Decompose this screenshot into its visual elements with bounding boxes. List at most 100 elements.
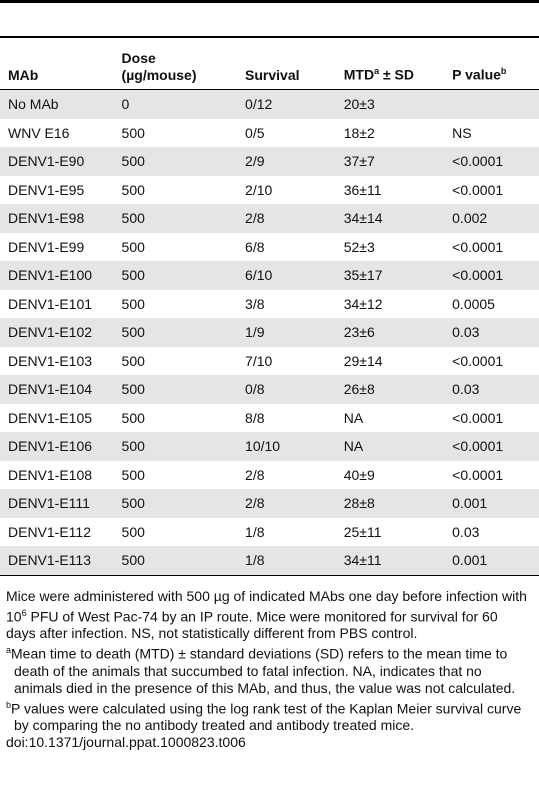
- table-cell: <0.0001: [452, 352, 504, 369]
- table-row: WNV E16 500 0/5 18±2 NS: [0, 119, 539, 148]
- header-row: MAb Dose (µg/mouse) Survival MTDa ± SD P valu…: [0, 42, 539, 90]
- table-cell: 2/9: [237, 147, 336, 176]
- table-row: DENV1-E108 500 2/8 40±9 <0.0001: [0, 461, 539, 490]
- table-cell: 52±3: [343, 238, 375, 255]
- table-cell: 8/8: [245, 409, 265, 426]
- table-cell: 500: [121, 181, 145, 198]
- table-cell: 500: [113, 318, 238, 347]
- table-cell: DENV1-E100: [0, 261, 114, 290]
- table-cell: 0.03: [444, 318, 539, 347]
- table-cell: DENV1-E106: [0, 432, 114, 461]
- table-cell: 500: [113, 546, 238, 576]
- table-cell: 6/8: [245, 238, 265, 255]
- table-cell: 23±6: [335, 318, 445, 347]
- table-cell: 0: [113, 89, 238, 119]
- table-cell: DENV1-E102: [0, 318, 114, 347]
- header-sup: b: [500, 66, 507, 77]
- table-cell: 500: [113, 432, 238, 461]
- header-text: MTD: [343, 67, 375, 83]
- table-cell: No MAb: [0, 89, 114, 119]
- table-cell: 500: [121, 295, 145, 312]
- table-cell: 25±11: [343, 523, 382, 540]
- table-row: DENV1-E103 500 7/10 29±14 <0.0001: [0, 347, 539, 376]
- header-text: P value: [452, 67, 501, 83]
- footnote-text: Mean time to death (MTD) ± standard devi…: [11, 645, 516, 696]
- table-cell: 0.001: [444, 546, 539, 576]
- table-cell: 3/8: [245, 295, 265, 312]
- table-cell: DENV1-E113: [0, 546, 114, 576]
- table-cell: 34±11: [335, 546, 445, 576]
- table-cell: DENV1-E105: [8, 409, 93, 426]
- table-row: DENV1-E100 500 6/10 35±17 <0.0001: [0, 261, 539, 290]
- table-cell: 7/10: [245, 352, 273, 369]
- table-cell: 20±3: [335, 89, 445, 119]
- table-row: DENV1-E105 500 8/8 NA <0.0001: [0, 404, 539, 433]
- footnote-text: PFU of West Pac-74 by an IP route. Mice …: [6, 608, 498, 642]
- table-cell: 28±8: [335, 489, 445, 518]
- table-cell: DENV1-E99: [8, 238, 85, 255]
- table-row: DENV1-E106 500 10/10 NA <0.0001: [0, 432, 539, 461]
- table-cell: 500: [113, 489, 238, 518]
- table-cell: DENV1-E103: [8, 352, 93, 369]
- footnote-text: P values were calculated using the log r…: [11, 700, 522, 734]
- table-row: DENV1-E104 500 0/8 26±8 0.03: [0, 375, 539, 404]
- table-cell: 36±11: [343, 181, 382, 198]
- table-cell: <0.0001: [444, 261, 539, 290]
- footnote: aMean time to death (MTD) ± standard dev…: [6, 642, 529, 697]
- table-row: DENV1-E102 500 1/9 23±6 0.03: [0, 318, 539, 347]
- table-cell: <0.0001: [444, 432, 539, 461]
- table-cell: <0.0001: [444, 147, 539, 176]
- table-cell: 500: [121, 352, 145, 369]
- table-cell: 0/8: [237, 375, 336, 404]
- table-cell: DENV1-E108: [8, 466, 93, 483]
- title-band: [0, 0, 539, 38]
- table-cell: 1/9: [237, 318, 336, 347]
- table-row: DENV1-E99 500 6/8 52±3 <0.0001: [0, 233, 539, 262]
- header-line: (µg/mouse): [121, 67, 197, 83]
- table-cell: 40±9: [343, 466, 375, 483]
- header-line: Dose: [121, 50, 156, 66]
- footnote-mark: a: [6, 645, 12, 656]
- footnote-sup: 6: [21, 607, 27, 618]
- table-cell: DENV1-E98: [0, 204, 114, 233]
- table-cell: 0.03: [444, 375, 539, 404]
- table-row: No MAb 0 0/12 20±3: [0, 89, 539, 119]
- table-row: DENV1-E101 500 3/8 34±12 0.0005: [0, 290, 539, 319]
- column-header: MAb: [0, 42, 114, 90]
- table-cell: DENV1-E101: [8, 295, 93, 312]
- table-row: DENV1-E90 500 2/9 37±7 <0.0001: [0, 147, 539, 176]
- table-cell: 500: [113, 261, 238, 290]
- table-cell: 0.002: [444, 204, 539, 233]
- header-sup: a: [374, 66, 380, 77]
- table-cell: <0.0001: [452, 466, 504, 483]
- table-cell: 37±7: [335, 147, 445, 176]
- footnote: bP values were calculated using the log …: [6, 697, 529, 735]
- table-cell: 18±2: [343, 124, 375, 141]
- table-cell: DENV1-E95: [8, 181, 85, 198]
- table-cell: 2/8: [237, 489, 336, 518]
- table-cell: DENV1-E111: [0, 489, 114, 518]
- table-row: DENV1-E98 500 2/8 34±14 0.002: [0, 204, 539, 233]
- table-cell: WNV E16: [8, 124, 70, 141]
- footnotes: Mice were administered with 500 µg of in…: [0, 576, 539, 752]
- table-cell: 35±17: [335, 261, 445, 290]
- table-cell: 34±12: [343, 295, 383, 312]
- table-cell: DENV1-E104: [0, 375, 114, 404]
- table-cell: 0/5: [245, 124, 265, 141]
- table-cell: 6/10: [237, 261, 336, 290]
- table-cell: <0.0001: [452, 409, 504, 426]
- table-cell: 29±14: [343, 352, 383, 369]
- table-cell: 34±14: [335, 204, 445, 233]
- table-cell: 2/8: [237, 204, 336, 233]
- table-cell: 1/8: [245, 523, 265, 540]
- doi: doi:10.1371/journal.ppat.1000823.t006: [6, 734, 246, 751]
- table-cell: 500: [121, 124, 145, 141]
- table-cell: 0.001: [444, 489, 539, 518]
- table-cell: 500: [113, 147, 238, 176]
- table-cell: 0.0005: [452, 295, 495, 312]
- footnote-mark: b: [6, 699, 12, 710]
- table-row: DENV1-E111 500 2/8 28±8 0.001: [0, 489, 539, 518]
- table-cell: <0.0001: [452, 181, 504, 198]
- table-cell: 0.03: [452, 523, 480, 540]
